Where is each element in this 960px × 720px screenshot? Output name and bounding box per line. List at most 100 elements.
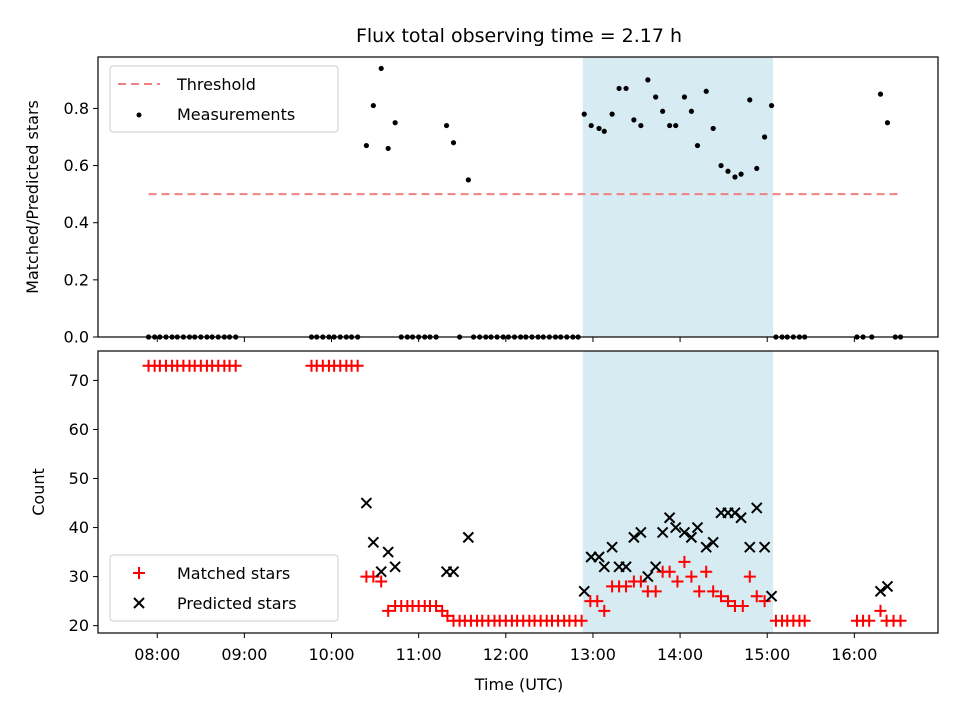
matched-star-point bbox=[678, 555, 691, 568]
matched-star-point bbox=[722, 595, 734, 608]
top-x-ticks bbox=[156, 337, 855, 342]
bottom-y-tick-label: 70 bbox=[69, 371, 89, 390]
bottom-y-axis-label: Count bbox=[29, 468, 48, 516]
predicted-star-point bbox=[656, 526, 669, 539]
x-tick-label: 11:00 bbox=[396, 645, 442, 664]
predicted-star-point bbox=[670, 521, 682, 534]
x-tick-label: 09:00 bbox=[221, 645, 267, 664]
measurement-point bbox=[623, 85, 629, 92]
top-y-axis: 0.0 0.2 0.4 0.6 0.8 bbox=[64, 99, 98, 347]
predicted-star-point bbox=[462, 531, 475, 544]
measurement-point bbox=[694, 142, 701, 149]
predicted-legend-label: Predicted stars bbox=[177, 594, 297, 613]
measurement-point bbox=[601, 128, 607, 134]
chart-title: Flux total observing time = 2.17 h bbox=[356, 25, 682, 47]
matched-star-point bbox=[663, 565, 676, 578]
predicted-star-point bbox=[620, 561, 632, 573]
matched-star-point bbox=[750, 590, 763, 603]
predicted-star-point bbox=[881, 580, 894, 593]
matched-star-point bbox=[874, 604, 887, 617]
measurement-point bbox=[609, 111, 615, 117]
predicted-star-point bbox=[628, 531, 640, 544]
measurement-point bbox=[653, 94, 659, 100]
predicted-star-point bbox=[360, 497, 373, 509]
measurement-point bbox=[385, 145, 391, 152]
predicted-star-point bbox=[606, 541, 618, 553]
measurement-point bbox=[450, 140, 457, 146]
x-tick-label: 16:00 bbox=[831, 645, 877, 664]
ratio-panel: 0.00.20.40.60.8 Matched/Predicted stars … bbox=[23, 56, 939, 347]
measurement-point bbox=[768, 102, 775, 109]
measurement-point bbox=[877, 91, 884, 97]
measurement-point bbox=[631, 117, 637, 123]
measurement-point bbox=[738, 171, 744, 177]
measurement-point bbox=[761, 134, 768, 140]
predicted-star-point bbox=[382, 546, 394, 558]
matched-star-point bbox=[430, 600, 443, 613]
predicted-star-point bbox=[758, 541, 771, 553]
measurement-point bbox=[754, 165, 760, 172]
x-axis-label: Time (UTC) bbox=[474, 675, 563, 694]
matched-star-point bbox=[758, 595, 771, 608]
matched-star-point bbox=[671, 575, 684, 588]
bottom-x-axis: 08:00 09:00 10:00 11:00 12:00 13:00 14:00 15:00… bbox=[134, 633, 877, 664]
matched-star-point bbox=[736, 600, 749, 613]
predicted-star-point bbox=[663, 512, 676, 524]
predicted-star-point bbox=[735, 512, 747, 524]
predicted-star-point bbox=[707, 536, 719, 548]
measurements-legend-label: Measurements bbox=[177, 105, 295, 124]
matched-star-point bbox=[382, 604, 395, 617]
measurement-point bbox=[392, 120, 398, 126]
x-tick-label: 10:00 bbox=[308, 645, 354, 664]
x-tick-label: 13:00 bbox=[570, 645, 616, 664]
top-y-tick-label: 0.4 bbox=[64, 213, 89, 232]
measurement-point bbox=[667, 122, 673, 129]
measurement-point bbox=[616, 85, 622, 92]
predicted-star-point bbox=[578, 585, 590, 598]
top-legend: Threshold Measurements bbox=[109, 65, 339, 133]
measurement-point bbox=[732, 174, 738, 180]
matched-star-point bbox=[351, 359, 364, 372]
top-y-tick-label: 0.6 bbox=[64, 156, 89, 175]
measurement-point bbox=[681, 94, 688, 100]
matched-star-point bbox=[229, 359, 242, 372]
measurement-point bbox=[363, 142, 369, 149]
matched-star-point bbox=[743, 570, 756, 583]
matched-star-point bbox=[685, 570, 698, 583]
matched-stars-series bbox=[142, 359, 907, 627]
measurement-point bbox=[465, 177, 471, 183]
predicted-star-point bbox=[678, 526, 691, 539]
measurement-point bbox=[638, 122, 644, 129]
predicted-star-point bbox=[635, 526, 647, 539]
predicted-star-point bbox=[598, 561, 610, 573]
predicted-star-point bbox=[649, 561, 662, 573]
predicted-star-point bbox=[700, 541, 712, 553]
observing-window-shade bbox=[582, 57, 774, 337]
top-y-tick-label: 0.2 bbox=[64, 270, 89, 289]
measurement-point bbox=[378, 65, 384, 72]
bottom-y-tick-label: 20 bbox=[69, 616, 89, 635]
matched-legend-label: Matched stars bbox=[177, 564, 290, 583]
matched-star-point bbox=[620, 580, 633, 593]
count-panel: 20 30 40 50 60 70 08:00 09:00 10:00 11:00 12:00 13… bbox=[29, 350, 939, 694]
bottom-legend-box bbox=[109, 554, 339, 622]
measurement-point bbox=[673, 122, 679, 129]
measurement-point bbox=[688, 108, 695, 114]
matched-star-point bbox=[591, 595, 604, 608]
bottom-y-tick-label: 50 bbox=[69, 469, 89, 488]
x-tick-label: 12:00 bbox=[483, 645, 529, 664]
matched-star-point bbox=[863, 614, 876, 627]
matched-star-point bbox=[700, 565, 713, 578]
predicted-star-point bbox=[765, 590, 778, 602]
matched-legend-swatch bbox=[133, 567, 145, 579]
measurement-point bbox=[747, 97, 753, 103]
x-tick-label: 15:00 bbox=[744, 645, 790, 664]
measurement-point bbox=[718, 162, 724, 169]
measurement-point bbox=[703, 88, 709, 94]
predicted-star-point bbox=[447, 565, 460, 578]
measurement-point bbox=[645, 77, 651, 83]
matched-star-point bbox=[798, 614, 811, 627]
predicted-star-point bbox=[874, 585, 887, 598]
matched-star-point bbox=[598, 604, 611, 617]
